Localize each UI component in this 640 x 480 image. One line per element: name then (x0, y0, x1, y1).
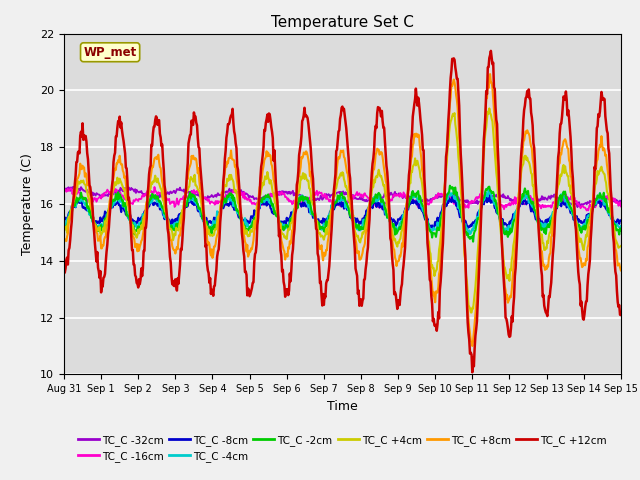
TC_C -16cm (183, 194, 191, 200)
Legend: TC_C -32cm, TC_C -16cm, TC_C -8cm, TC_C -4cm, TC_C -2cm, TC_C +4cm, TC_C +8cm, T: TC_C -32cm, TC_C -16cm, TC_C -8cm, TC_C … (74, 431, 611, 466)
TC_C +8cm (388, 235, 396, 241)
TC_C -4cm (484, 187, 492, 193)
Y-axis label: Temperature (C): Temperature (C) (22, 153, 35, 255)
TC_C +12cm (468, 370, 476, 375)
Line: TC_C -8cm: TC_C -8cm (64, 195, 621, 229)
TC_C -8cm (182, 203, 190, 208)
TC_C -8cm (568, 210, 575, 216)
TC_C -16cm (335, 203, 342, 208)
TC_C -32cm (69, 184, 77, 190)
Line: TC_C -32cm: TC_C -32cm (64, 187, 621, 207)
TC_C -4cm (182, 200, 190, 205)
TC_C +8cm (182, 190, 190, 195)
TC_C +12cm (617, 312, 625, 318)
TC_C -32cm (573, 204, 581, 210)
Line: TC_C -4cm: TC_C -4cm (64, 190, 621, 234)
TC_C -8cm (486, 192, 494, 198)
TC_C +12cm (206, 275, 214, 281)
TC_C -8cm (444, 198, 451, 204)
TC_C +4cm (334, 177, 342, 183)
TC_C -32cm (207, 193, 215, 199)
TC_C -32cm (617, 199, 625, 205)
TC_C +4cm (443, 159, 451, 165)
TC_C -8cm (206, 218, 214, 224)
TC_C +12cm (487, 48, 495, 54)
TC_C -4cm (617, 223, 625, 229)
TC_C -4cm (334, 199, 342, 204)
TC_C +8cm (486, 71, 494, 77)
TC_C -16cm (566, 196, 574, 202)
Line: TC_C +4cm: TC_C +4cm (64, 108, 621, 312)
TC_C -2cm (469, 239, 477, 244)
TC_C -4cm (443, 194, 451, 200)
TC_C +4cm (206, 233, 214, 239)
TC_C -2cm (60, 223, 68, 229)
TC_C -2cm (443, 193, 451, 199)
TC_C -8cm (617, 217, 625, 223)
TC_C -8cm (334, 202, 342, 207)
TC_C -4cm (60, 220, 68, 226)
TC_C -8cm (388, 220, 396, 226)
TC_C +12cm (443, 148, 451, 154)
TC_C +8cm (617, 267, 625, 273)
TC_C -4cm (388, 221, 396, 227)
TC_C -32cm (566, 201, 574, 206)
TC_C +8cm (334, 157, 342, 163)
TC_C -4cm (568, 205, 575, 211)
Line: TC_C +8cm: TC_C +8cm (64, 74, 621, 346)
TC_C +8cm (206, 250, 214, 255)
TC_C +4cm (568, 191, 575, 196)
Line: TC_C -16cm: TC_C -16cm (64, 187, 621, 211)
TC_C -2cm (206, 224, 214, 230)
TC_C +12cm (568, 148, 575, 154)
TC_C +4cm (617, 243, 625, 249)
TC_C -2cm (446, 183, 454, 189)
TC_C -8cm (430, 227, 438, 232)
TC_C +12cm (182, 184, 190, 190)
TC_C +4cm (468, 310, 476, 315)
TC_C -2cm (182, 201, 190, 206)
TC_C -32cm (444, 192, 451, 198)
TC_C -2cm (334, 192, 342, 198)
TC_C +8cm (60, 240, 68, 245)
TC_C +12cm (60, 264, 68, 270)
TC_C -2cm (388, 220, 396, 226)
TC_C +12cm (388, 251, 396, 257)
Line: TC_C +12cm: TC_C +12cm (64, 51, 621, 372)
X-axis label: Time: Time (327, 400, 358, 413)
TC_C -2cm (568, 206, 575, 212)
Title: Temperature Set C: Temperature Set C (271, 15, 414, 30)
TC_C -2cm (617, 228, 625, 233)
TC_C -4cm (206, 225, 214, 231)
TC_C +4cm (60, 227, 68, 233)
TC_C +4cm (182, 191, 190, 196)
TC_C -32cm (60, 188, 68, 194)
TC_C -16cm (444, 194, 451, 200)
TC_C -4cm (466, 231, 474, 237)
TC_C +12cm (334, 137, 342, 143)
TC_C -16cm (389, 194, 397, 200)
Text: WP_met: WP_met (83, 46, 137, 59)
TC_C -32cm (335, 190, 342, 195)
TC_C -16cm (207, 199, 215, 204)
TC_C -16cm (60, 188, 68, 193)
TC_C -8cm (60, 221, 68, 227)
TC_C +8cm (568, 174, 575, 180)
TC_C -16cm (617, 204, 625, 209)
TC_C +4cm (486, 106, 493, 111)
TC_C +8cm (468, 343, 476, 349)
TC_C -32cm (389, 192, 397, 198)
Line: TC_C -2cm: TC_C -2cm (64, 186, 621, 241)
TC_C +4cm (388, 226, 396, 231)
TC_C -16cm (583, 208, 591, 214)
TC_C +8cm (443, 146, 451, 152)
TC_C -32cm (183, 189, 191, 195)
TC_C -16cm (150, 184, 158, 190)
